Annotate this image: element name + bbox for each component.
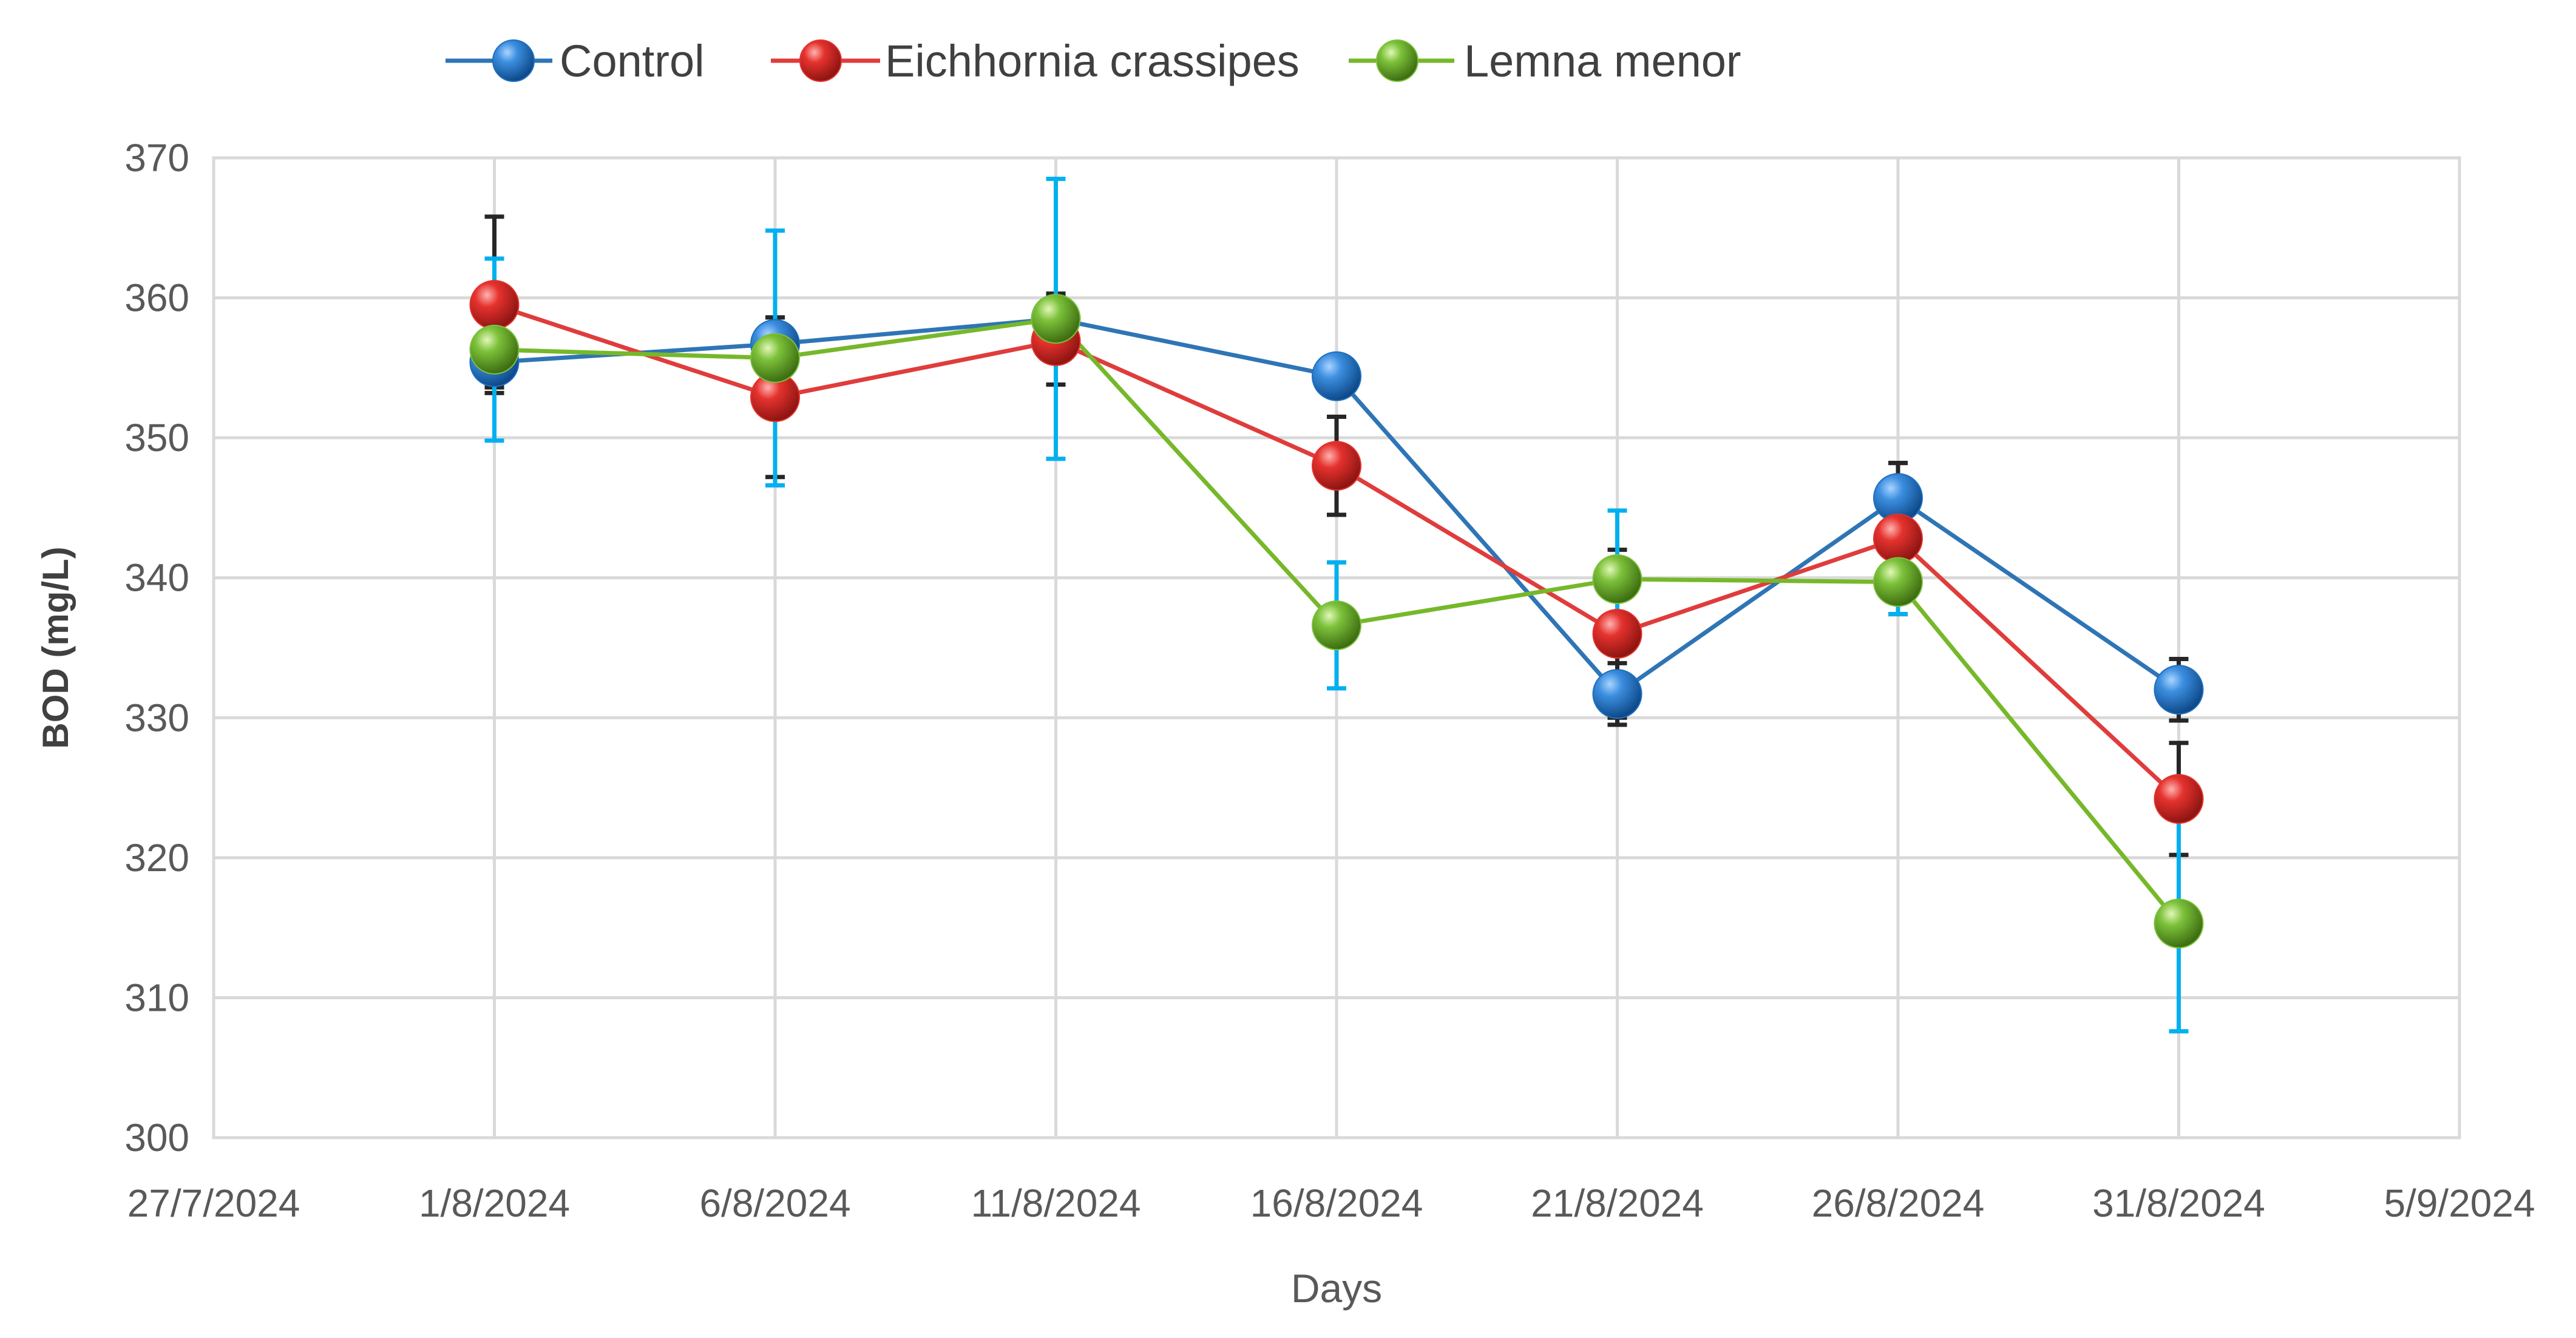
legend-item-eichhornia-crassipes: Eichhornia crassipes [771,36,1300,86]
legend-marker [1376,39,1418,82]
x-tick-label: 11/8/2024 [971,1181,1141,1225]
y-tick-label: 320 [124,836,189,880]
marker-lemna-menor [1031,294,1081,344]
legend-item-control: Control [446,36,705,86]
marker-eichhornia-crassipes [1592,608,1642,659]
marker-control [2154,665,2204,715]
y-tick-label: 340 [124,556,189,600]
legend-marker [492,39,535,82]
marker-lemna-menor [1873,557,1923,607]
y-tick-label: 370 [124,136,189,180]
legend-label: Control [560,36,705,86]
x-tick-label: 16/8/2024 [1250,1181,1423,1225]
marker-lemna-menor [750,333,800,383]
data-markers [469,280,2204,949]
y-tick-label: 300 [124,1116,189,1160]
marker-lemna-menor [2154,898,2204,949]
marker-lemna-menor [1592,554,1642,605]
x-tick-label: 1/8/2024 [419,1181,570,1225]
y-tick-label: 350 [124,416,189,460]
y-axis-ticks: 300 310 320 330 340 350 360 370 [124,136,189,1160]
x-tick-label: 21/8/2024 [1531,1181,1704,1225]
marker-control [1312,351,1361,401]
marker-eichhornia-crassipes [469,280,520,330]
y-tick-label: 360 [124,276,189,320]
x-tick-label: 6/8/2024 [699,1181,850,1225]
y-tick-label: 310 [124,976,189,1019]
x-tick-label: 31/8/2024 [2092,1181,2265,1225]
marker-eichhornia-crassipes [1312,441,1361,491]
marker-lemna-menor [1312,600,1361,651]
legend-label: Eichhornia crassipes [885,36,1300,86]
gridlines [214,158,2459,1138]
x-tick-label: 27/7/2024 [127,1181,300,1225]
legend-item-lemna-menor: Lemna menor [1349,36,1741,86]
x-axis-title: Days [1291,1266,1382,1311]
marker-lemna-menor [469,324,520,375]
legend-label: Lemna menor [1464,36,1741,86]
marker-control [1592,669,1642,719]
legend-marker [799,39,842,82]
x-tick-label: 26/8/2024 [1812,1181,1985,1225]
plot-area [212,156,2461,1139]
marker-eichhornia-crassipes [2154,774,2204,824]
legend: Control Eichhornia crassipes Lemna menor [446,36,1741,86]
x-axis-ticks: 27/7/2024 1/8/2024 6/8/2024 11/8/2024 16/8/2… [127,1181,2535,1225]
y-axis-title: BOD (mg/L) [35,546,76,749]
marker-eichhornia-crassipes [1873,514,1923,564]
x-tick-label: 5/9/2024 [2384,1181,2535,1225]
y-tick-label: 330 [124,696,189,739]
